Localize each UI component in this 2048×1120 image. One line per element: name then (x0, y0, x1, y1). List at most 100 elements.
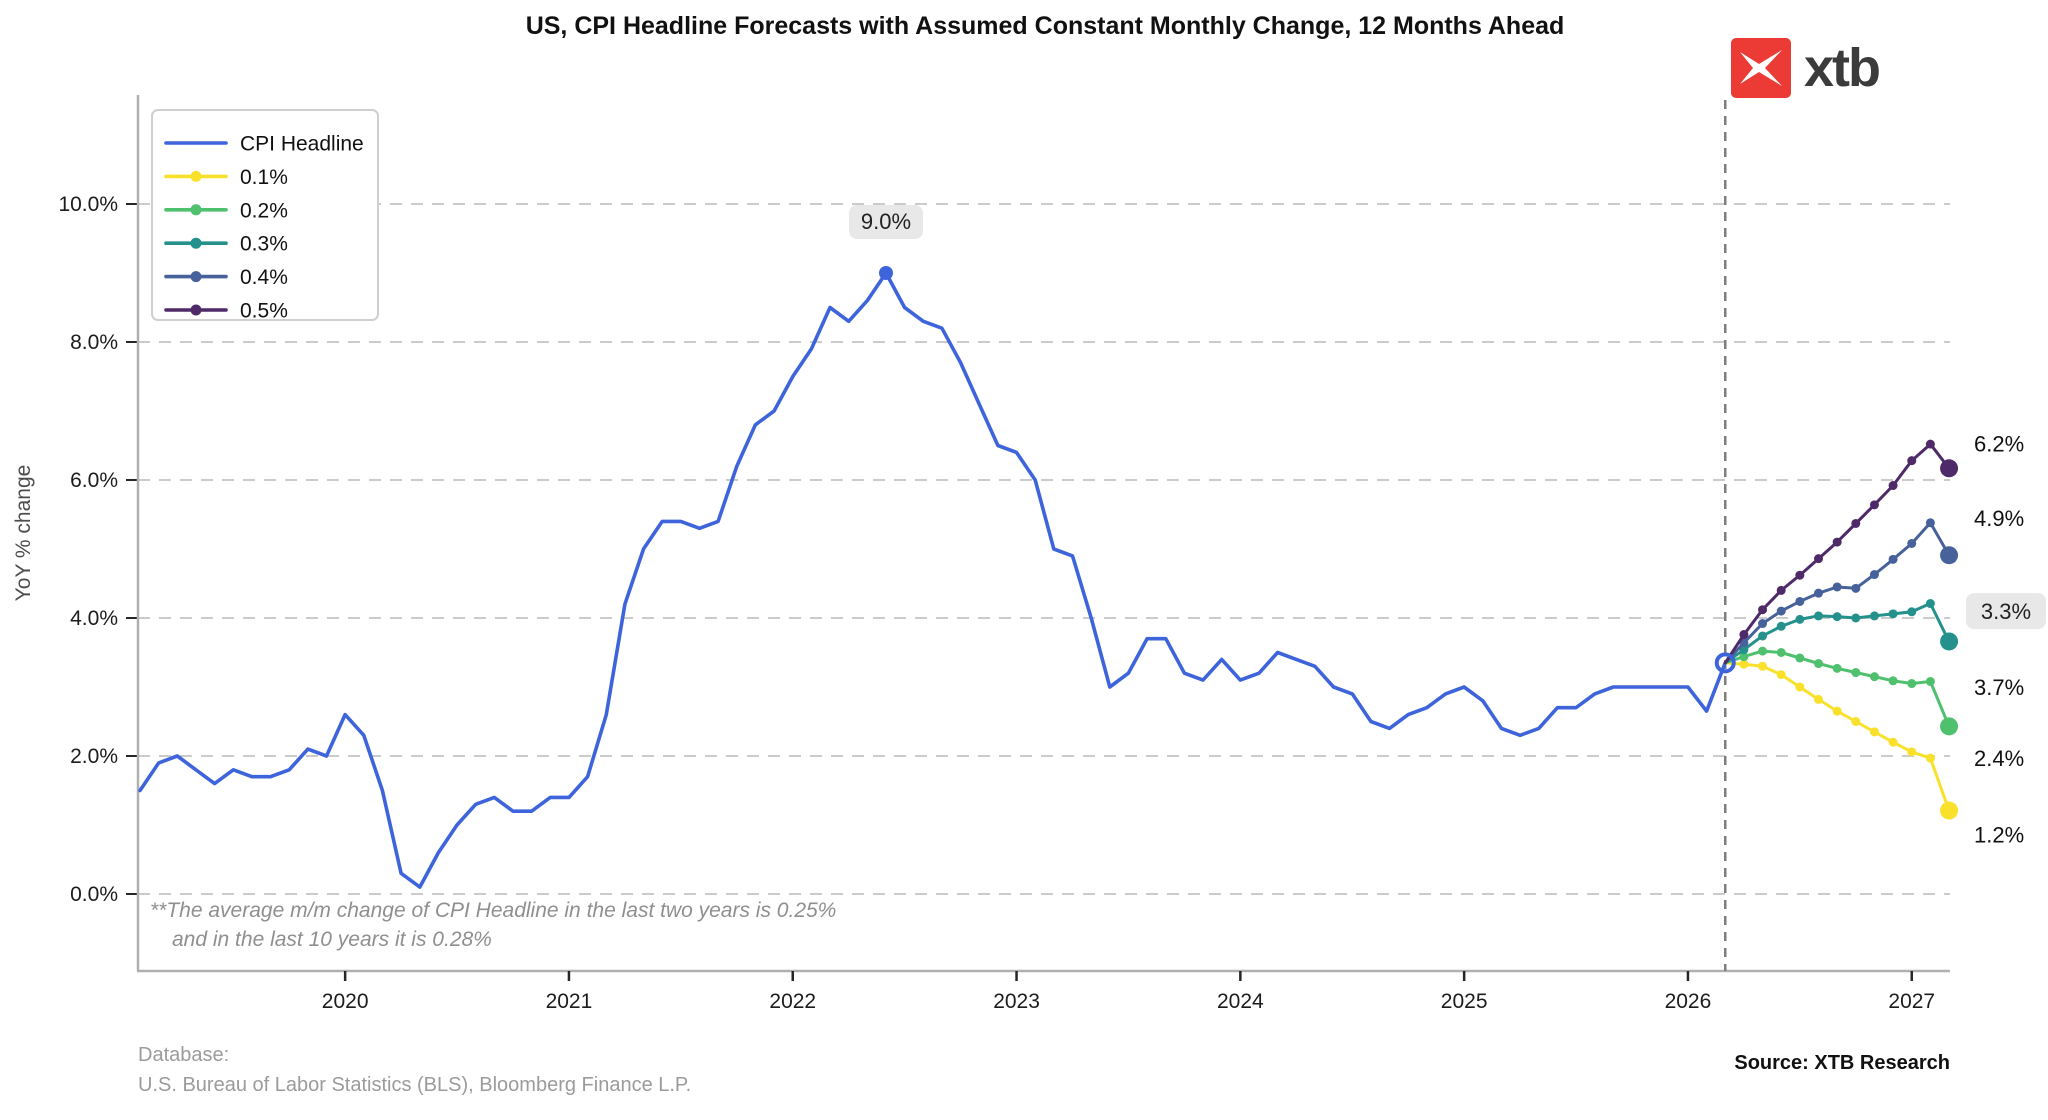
forecast-point-0.4% (1758, 619, 1768, 629)
forecast-point-0.4% (1814, 588, 1823, 598)
forecast-point-0.5% (1869, 500, 1879, 510)
xtb-logo: xtb (1731, 38, 1881, 98)
legend-item-cpi-headline: CPI Headline (164, 133, 364, 156)
legend-label: 0.4% (240, 266, 288, 289)
legend-label: 0.2% (240, 199, 288, 222)
legend-marker-icon (190, 304, 202, 316)
legend-marker-icon (190, 271, 202, 283)
forecast-point-0.2% (1925, 676, 1935, 686)
chart-footnote: **The average m/m change of CPI Headline… (150, 896, 836, 954)
forecast-point-0.5% (1739, 630, 1749, 640)
forecast-point-0.5% (1814, 554, 1823, 564)
y-tick-label-2.0%: 2.0% (70, 745, 118, 768)
forecast-point-0.5% (1776, 585, 1786, 595)
x-tick-label-2025: 2025 (1441, 990, 1488, 1013)
end-label-box-3.3% (1966, 593, 2046, 630)
legend-box (151, 109, 379, 321)
end-label-3.3%: 3.3% (1981, 599, 2031, 624)
legend-marker-icon (190, 204, 202, 216)
source-credit: Source: XTB Research (1734, 1052, 1950, 1074)
forecast-point-0.1% (1832, 706, 1842, 716)
chart-title: US, CPI Headline Forecasts with Assumed … (525, 12, 1565, 40)
database-footer: Database: U.S. Bureau of Labor Statistic… (138, 1040, 691, 1100)
xtb-logo-icon (1731, 38, 1791, 98)
y-axis-label: YoY % change (12, 465, 35, 602)
legend-item-0-3-: 0.3% (164, 233, 288, 256)
xtb-x-glyph (1740, 50, 1782, 86)
x-tick-label-2023: 2023 (993, 990, 1040, 1013)
legend-item-0-5-: 0.5% (164, 300, 288, 323)
forecast-point-0.1% (1851, 717, 1861, 726)
end-label-6.2%: 6.2% (1974, 431, 2024, 456)
forecast-point-0.1% (1940, 801, 1959, 820)
y-tick-label-10.0%: 10.0% (58, 193, 118, 216)
forecast-point-0.1% (1888, 737, 1898, 747)
legend-label: 0.3% (240, 233, 288, 256)
forecast-point-0.3% (1907, 607, 1917, 617)
forecast-point-0.5% (1851, 518, 1861, 528)
forecast-point-0.1% (1907, 747, 1917, 757)
forecast-point-0.2% (1851, 668, 1861, 678)
forecast-series-0.1% (1723, 659, 1959, 820)
forecast-point-0.1% (1795, 682, 1805, 692)
forecast-point-0.3% (1776, 621, 1786, 631)
x-tick-label-2021: 2021 (546, 990, 593, 1013)
last-actual-marker (1714, 652, 1736, 674)
end-label-1.2%: 1.2% (1974, 823, 2024, 848)
y-tick-label-0.0%: 0.0% (70, 883, 118, 906)
y-tick-label-8.0%: 8.0% (70, 331, 118, 354)
forecast-point-0.4% (1869, 570, 1879, 580)
forecast-point-0.2% (1814, 659, 1823, 669)
forecast-series-0.2% (1723, 646, 1959, 736)
end-label-3.7%: 3.7% (1974, 675, 2024, 700)
forecast-point-0.4% (1888, 554, 1898, 564)
forecast-series-0.4% (1723, 518, 1959, 665)
forecast-series-0.5% (1723, 439, 1959, 665)
legend-label: 0.5% (240, 300, 288, 323)
xtb-logo-text: xtb (1804, 38, 1881, 98)
forecast-point-0.2% (1869, 672, 1879, 682)
forecast-point-0.3% (1832, 612, 1842, 622)
forecast-point-0.5% (1832, 537, 1842, 547)
forecast-point-0.1% (1758, 661, 1768, 671)
forecast-point-0.4% (1851, 583, 1861, 593)
x-tick-label-2024: 2024 (1217, 990, 1264, 1013)
x-tick-label-2022: 2022 (769, 990, 816, 1013)
footnote-line1: **The average m/m change of CPI Headline… (150, 899, 837, 922)
peak-marker (879, 266, 893, 280)
legend-marker-icon (190, 170, 202, 182)
footnote-line2: and in the last 10 years it is 0.28% (172, 928, 492, 951)
forecast-point-0.4% (1940, 546, 1959, 565)
forecast-point-0.2% (1888, 676, 1898, 686)
forecast-point-0.5% (1907, 456, 1917, 466)
forecast-point-0.3% (1925, 599, 1935, 609)
forecast-point-0.1% (1869, 727, 1879, 737)
cpi-headline-line (138, 271, 1727, 889)
forecast-point-0.4% (1832, 582, 1842, 592)
legend-label: CPI Headline (240, 133, 364, 156)
forecast-point-0.3% (1814, 611, 1823, 621)
x-tick-label-2027: 2027 (1888, 990, 1935, 1013)
forecast-point-0.2% (1940, 717, 1959, 736)
legend-item-0-1-: 0.1% (164, 166, 288, 189)
y-tick-label-6.0%: 6.0% (70, 469, 118, 492)
forecast-point-0.5% (1888, 481, 1898, 491)
forecast-point-0.3% (1851, 613, 1861, 623)
database-label: Database: (138, 1044, 230, 1066)
forecast-point-0.3% (1888, 609, 1898, 619)
forecast-point-0.3% (1795, 614, 1805, 624)
forecast-point-0.5% (1925, 439, 1935, 449)
forecast-series-0.3% (1723, 599, 1959, 665)
gridlines: 0.0% 2.0% 4.0% 6.0% 8.0% 10.0% (58, 193, 1950, 906)
forecast-point-0.3% (1739, 645, 1749, 655)
end-label-2.4%: 2.4% (1974, 746, 2024, 771)
forecast-point-0.1% (1925, 753, 1935, 763)
forecast-point-0.4% (1776, 606, 1786, 616)
legend-item-0-4-: 0.4% (164, 266, 288, 289)
forecast-point-0.5% (1758, 605, 1768, 615)
forecast-point-0.4% (1795, 596, 1805, 606)
forecast-point-0.4% (1907, 538, 1917, 548)
forecast-point-0.4% (1925, 518, 1935, 528)
